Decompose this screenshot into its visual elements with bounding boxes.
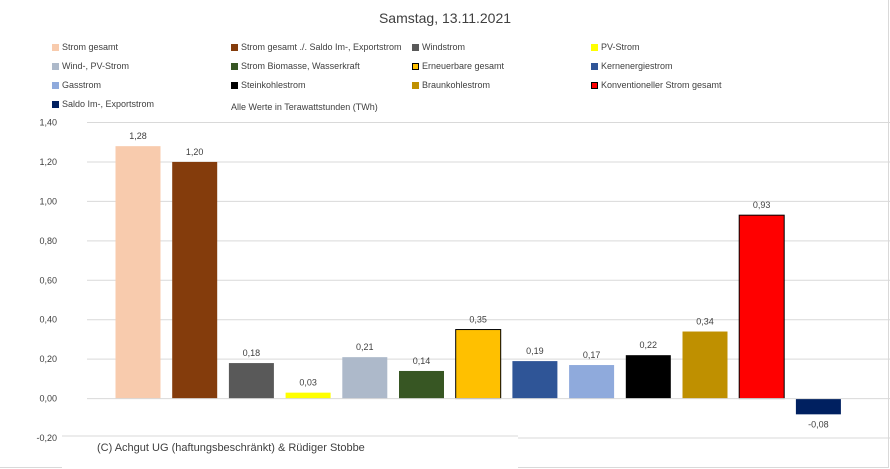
bar: [625, 355, 671, 399]
legend-item: Wind-, PV-Strom: [52, 61, 129, 71]
legend-item: Strom gesamt: [52, 42, 118, 52]
legend-item: Konventioneller Strom gesamt: [591, 80, 722, 90]
legend-label: Steinkohlestrom: [241, 80, 306, 90]
bar: [172, 161, 218, 399]
legend-item: Kernenergiestrom: [591, 61, 673, 71]
legend-label: Gasstrom: [62, 80, 102, 90]
bar: [682, 331, 728, 399]
legend-label: Strom gesamt ./. Saldo Im-, Exportstrom: [241, 42, 402, 52]
bar: [512, 361, 558, 399]
legend-label: Saldo Im-, Exportstrom: [62, 99, 155, 109]
legend-item: Windstrom: [412, 42, 465, 52]
y-tick-label: 0,80: [39, 236, 57, 246]
y-tick-label: 0,60: [39, 275, 57, 285]
y-tick-label: 1,40: [39, 118, 57, 128]
legend-label: Strom gesamt: [62, 42, 119, 52]
bar: [115, 146, 161, 399]
legend-label: Strom Biomasse, Wasserkraft: [241, 61, 360, 71]
legend-label: Wind-, PV-Strom: [62, 61, 130, 71]
bar: [228, 363, 274, 399]
legend-swatch: [52, 62, 59, 70]
bar: [455, 329, 502, 400]
data-label: 0,93: [753, 200, 771, 210]
copyright-text: (C) Achgut UG (haftungsbeschränkt) & Rüd…: [97, 442, 365, 454]
data-label: 1,28: [129, 131, 147, 141]
legend-label: PV-Strom: [601, 42, 640, 52]
data-label: 0,35: [469, 315, 487, 325]
unit-note: Alle Werte in Terawattstunden (TWh): [231, 102, 378, 112]
legend-label: Kernenergiestrom: [601, 61, 673, 71]
legend-swatch: [52, 100, 59, 108]
y-tick-label: 1,20: [39, 157, 57, 167]
data-label: 0,03: [299, 378, 317, 388]
legend-item: PV-Strom: [591, 42, 640, 52]
legend-item: Steinkohlestrom: [231, 80, 306, 90]
legend-label: Braunkohlestrom: [422, 80, 491, 90]
legend-swatch: [591, 43, 598, 51]
chart-title: Samstag, 13.11.2021: [378, 10, 512, 26]
bar: [285, 392, 331, 399]
legend-label: Windstrom: [422, 42, 466, 52]
legend-swatch: [231, 62, 238, 70]
legend-swatch: [591, 81, 598, 89]
data-label: 0,19: [526, 346, 544, 356]
legend-label: Konventioneller Strom gesamt: [601, 80, 722, 90]
data-label: 0,14: [413, 356, 431, 366]
legend-item: Braunkohlestrom: [412, 80, 490, 90]
legend-swatch: [52, 43, 59, 51]
bar: [569, 365, 615, 399]
data-label: -0,08: [808, 419, 829, 429]
footer-backdrop: [62, 432, 518, 468]
data-label: 0,18: [243, 348, 261, 358]
legend-swatch: [231, 81, 238, 89]
legend-label: Erneuerbare gesamt: [422, 61, 505, 71]
bar: [738, 214, 785, 400]
y-tick-label: 0,40: [39, 315, 57, 325]
legend-item: Gasstrom: [52, 80, 101, 90]
data-label: 0,22: [640, 340, 658, 350]
legend-swatch: [231, 43, 238, 51]
legend-swatch: [412, 43, 419, 51]
bar: [342, 357, 388, 399]
y-tick-label: 0,00: [39, 394, 57, 404]
y-tick-label: -0,20: [36, 433, 57, 443]
legend-item: Erneuerbare gesamt: [412, 61, 504, 71]
data-label: 0,17: [583, 350, 601, 360]
legend-item: Strom Biomasse, Wasserkraft: [231, 61, 360, 71]
legend-swatch: [412, 62, 419, 70]
data-label: 0,21: [356, 342, 374, 352]
bar: [399, 370, 444, 399]
legend-item: Strom gesamt ./. Saldo Im-, Exportstrom: [231, 42, 402, 52]
legend-swatch: [412, 81, 419, 89]
data-label: 1,20: [186, 147, 204, 157]
bar: [795, 398, 841, 415]
legend-item: Saldo Im-, Exportstrom: [52, 99, 154, 109]
legend-swatch: [591, 62, 598, 70]
legend-swatch: [52, 81, 59, 89]
y-tick-label: 1,00: [39, 196, 57, 206]
data-label: 0,34: [696, 317, 714, 327]
y-tick-label: 0,20: [39, 354, 57, 364]
